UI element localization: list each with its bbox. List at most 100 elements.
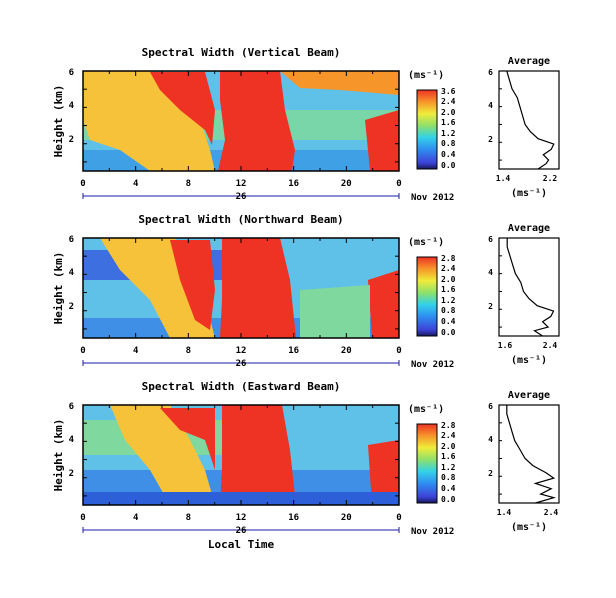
profile-y-tick: 2	[488, 302, 493, 311]
colorbar-tick: 2.0	[441, 275, 456, 284]
profile-frame	[498, 237, 560, 337]
x-tick-label: 4	[133, 346, 139, 356]
profile-y-tick: 6	[488, 68, 493, 77]
profile-x-tick: 2.4	[544, 508, 559, 517]
panel-title: Spectral Width (Northward Beam)	[138, 213, 343, 226]
y-tick-label: 4	[69, 101, 75, 111]
x-tick-label: 20	[341, 346, 352, 356]
x-tick-label: 0	[80, 513, 85, 523]
panel-northward-beam: Spectral Width (Northward Beam) Height (…	[52, 213, 560, 370]
heatmap-mid-region	[300, 285, 370, 338]
y-tick-label: 2	[69, 469, 74, 479]
colorbar-tick: 0.8	[441, 139, 456, 148]
profile-y-tick: 4	[488, 435, 493, 444]
y-tick-label: 2	[69, 302, 74, 312]
x-tick-label: 16	[288, 513, 299, 523]
y-tick-label: 6	[69, 68, 74, 78]
date-day-label: 26	[236, 359, 247, 369]
colorbar-tick: 0.8	[441, 306, 456, 315]
profile-y-tick: 6	[488, 402, 493, 411]
colorbar-unit: (ms⁻¹)	[408, 404, 444, 415]
colorbar	[416, 256, 438, 337]
profile-line	[506, 70, 555, 170]
heatmap-top-region	[280, 71, 399, 95]
heatmap-hot-region	[150, 72, 215, 145]
colorbar-tick: 2.4	[441, 264, 456, 273]
y-tick-label: 6	[69, 235, 74, 245]
date-day-label: 26	[236, 526, 247, 536]
colorbar-tick: 2.8	[441, 254, 456, 263]
profile-frame	[498, 404, 560, 504]
profile-x-tick: 1.4	[496, 174, 511, 183]
profile-y-tick: 4	[488, 101, 493, 110]
profile-y-tick: 4	[488, 268, 493, 277]
colorbar-tick: 0.0	[441, 328, 456, 337]
profile-x-tick: 1.6	[498, 341, 513, 350]
heatmap-field	[83, 71, 399, 171]
colorbar-tick: 2.0	[441, 442, 456, 451]
profile-frame	[498, 70, 560, 170]
profile-x-label: (ms⁻¹)	[511, 522, 547, 533]
colorbar-tick: 0.4	[441, 317, 456, 326]
colorbar-unit: (ms⁻¹)	[408, 70, 444, 81]
panel-title: Spectral Width (Vertical Beam)	[142, 46, 341, 59]
y-axis-label: Height (km)	[52, 85, 65, 158]
heatmap-core-region	[220, 405, 296, 505]
date-day-label: 26	[236, 192, 247, 202]
profile-x-label: (ms⁻¹)	[511, 188, 547, 199]
x-tick-label: 12	[236, 179, 247, 189]
panel-vertical-beam: Spectral Width (Vertical Beam) Height (k…	[52, 46, 560, 203]
profile-line	[506, 405, 557, 504]
heatmap-warm-region	[83, 71, 215, 171]
x-axis-label: Local Time	[208, 538, 275, 551]
colorbar-tick: 0.0	[441, 161, 456, 170]
x-tick-label: 0	[396, 513, 401, 523]
colorbar-tick: 1.2	[441, 129, 456, 138]
x-tick-label: 20	[341, 179, 352, 189]
colorbar-tick: 0.8	[441, 473, 456, 482]
heatmap-floor-band	[83, 492, 399, 505]
y-tick-label: 2	[69, 135, 74, 145]
panel-eastward-beam: Spectral Width (Eastward Beam) Height (k…	[52, 380, 560, 551]
x-tick-label: 20	[341, 513, 352, 523]
colorbar-unit: (ms⁻¹)	[408, 237, 444, 248]
profile-x-tick: 2.4	[543, 341, 558, 350]
colorbar-tick: 1.2	[441, 296, 456, 305]
heatmap-core-region	[220, 238, 296, 338]
heatmap-right-region	[368, 440, 399, 505]
x-tick-label: 0	[80, 346, 85, 356]
profile-x-tick: 2.2	[543, 174, 558, 183]
heatmap-hot-region	[170, 240, 215, 330]
profile-x-tick: 1.4	[497, 508, 512, 517]
dynamic-marks	[82, 70, 557, 533]
panel-title: Spectral Width (Eastward Beam)	[142, 380, 341, 393]
date-label: Nov 2012	[411, 360, 454, 370]
x-tick-label: 4	[133, 513, 139, 523]
x-tick-label: 16	[288, 346, 299, 356]
colorbar-tick: 2.4	[441, 431, 456, 440]
colorbar-tick: 2.4	[441, 97, 456, 106]
y-tick-label: 6	[69, 402, 74, 412]
colorbar	[416, 423, 438, 504]
date-label: Nov 2012	[411, 527, 454, 537]
x-tick-label: 12	[236, 513, 247, 523]
colorbar-tick: 2.8	[441, 421, 456, 430]
heatmap-warm-region	[110, 405, 215, 505]
colorbar-tick: 1.6	[441, 118, 456, 127]
x-tick-label: 0	[396, 346, 401, 356]
colorbar-tick: 3.6	[441, 87, 456, 96]
colorbar-tick: 0.0	[441, 495, 456, 504]
colorbar-tick: 1.6	[441, 452, 456, 461]
heatmap-right-region	[368, 270, 399, 338]
x-tick-label: 4	[133, 179, 139, 189]
heatmap-field	[83, 405, 399, 505]
y-axis-label: Height (km)	[52, 419, 65, 492]
y-axis-label: Height (km)	[52, 252, 65, 325]
date-label: Nov 2012	[411, 193, 454, 203]
x-tick-label: 0	[396, 179, 401, 189]
heatmap-core-region	[218, 71, 295, 171]
colorbar-tick: 1.2	[441, 463, 456, 472]
profile-y-tick: 6	[488, 235, 493, 244]
